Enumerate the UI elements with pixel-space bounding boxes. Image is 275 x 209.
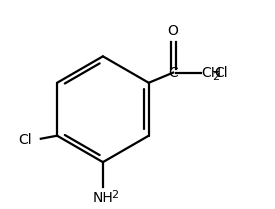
Text: Cl: Cl (215, 66, 228, 80)
Text: Cl: Cl (18, 133, 32, 147)
Text: CH: CH (202, 66, 222, 80)
Text: NH: NH (92, 191, 113, 205)
Text: C: C (168, 66, 178, 80)
Text: 2: 2 (212, 72, 219, 82)
Text: 2: 2 (111, 190, 118, 200)
Text: O: O (168, 24, 178, 38)
